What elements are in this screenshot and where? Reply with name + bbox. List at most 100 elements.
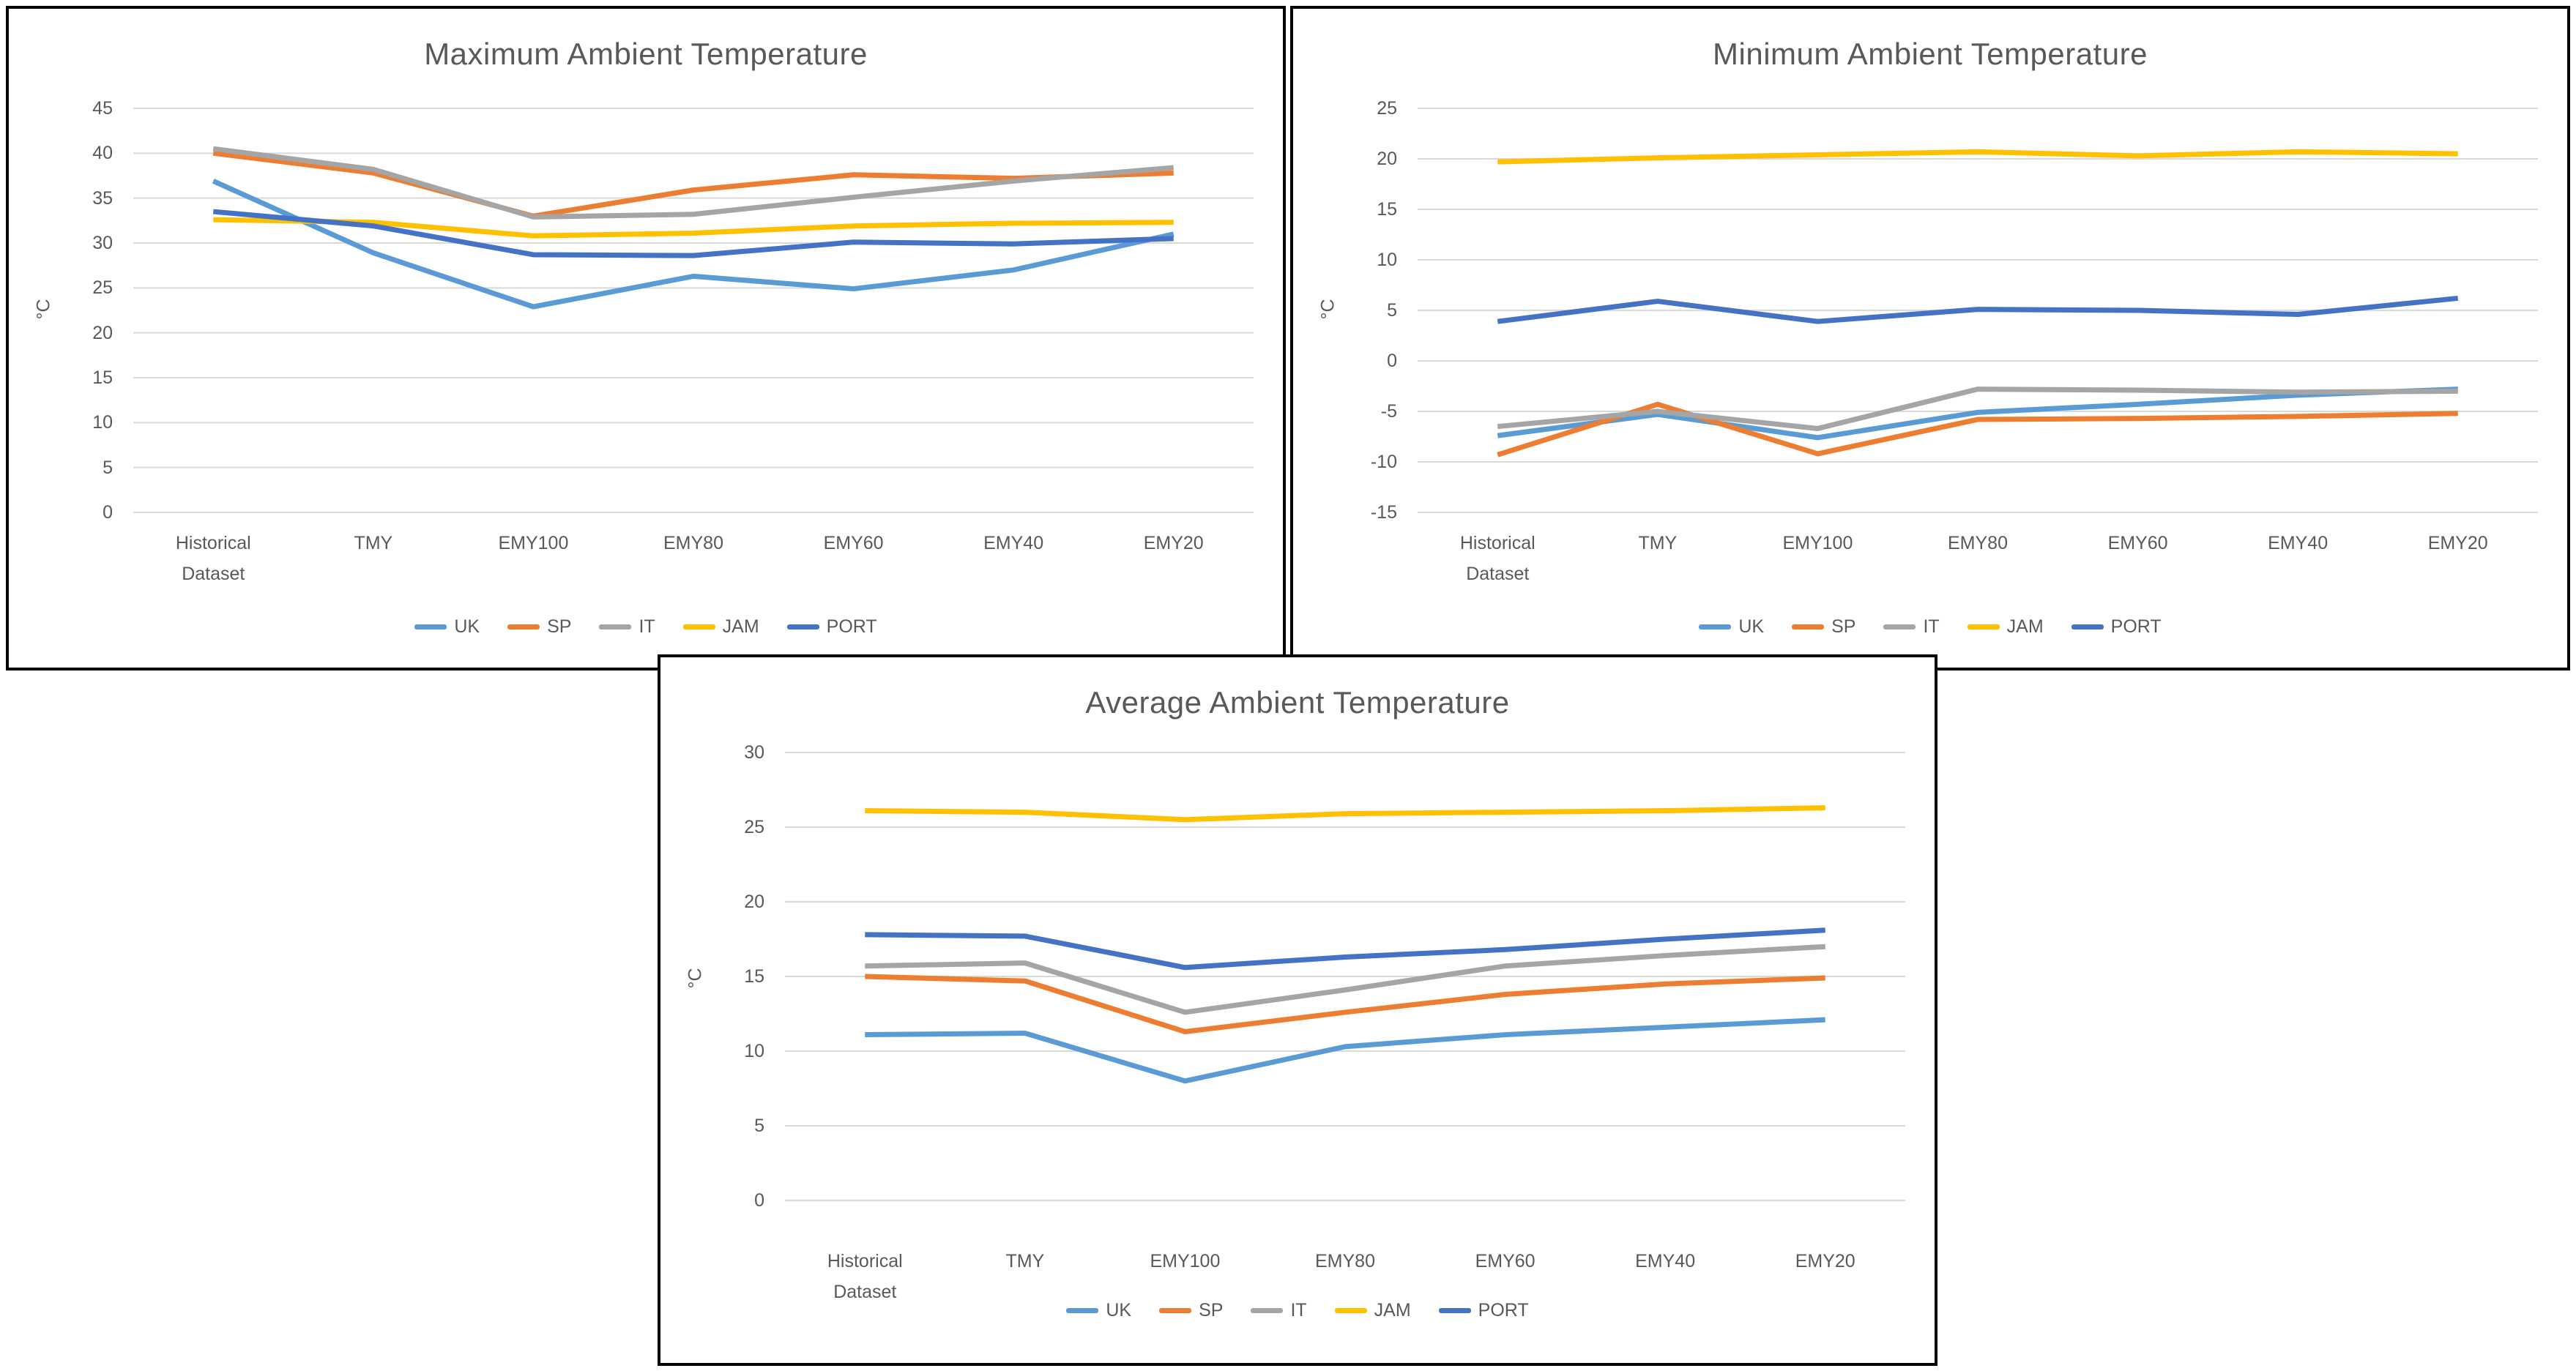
legend-label: JAM xyxy=(2006,616,2044,637)
x-category-label: TMY xyxy=(1005,1251,1045,1271)
chart-title: Maximum Ambient Temperature xyxy=(424,37,868,71)
plot-svg xyxy=(133,108,1254,513)
y-tick-label: 10 xyxy=(744,1041,764,1061)
y-tick-label: -10 xyxy=(1370,452,1397,472)
x-category-label: EMY100 xyxy=(1782,533,1853,553)
chart-maximum-ambient-temperature: Maximum Ambient Temperature °C 45 40 35 30 2… xyxy=(6,6,1286,670)
y-tick-label: 20 xyxy=(1377,149,1397,169)
legend-line-swatch-JAM xyxy=(1334,1308,1367,1313)
x-category-label: Historical Dataset xyxy=(1459,533,1535,584)
legend-label: SP xyxy=(547,616,572,637)
legend-line-swatch-JAM xyxy=(1967,624,2000,630)
series-line-SP xyxy=(865,974,1825,1034)
legend-line-swatch-UK xyxy=(414,624,447,630)
chart-title: Minimum Ambient Temperature xyxy=(1713,37,2148,71)
plot-svg xyxy=(785,752,1905,1201)
x-category-label: EMY80 xyxy=(1947,533,2008,553)
y-tick-label: -15 xyxy=(1370,502,1397,523)
legend-item-UK: UK xyxy=(1699,616,1764,638)
chart-title: Average Ambient Temperature xyxy=(1085,685,1510,720)
series-line-IT xyxy=(865,944,1825,1015)
y-tick-label: 0 xyxy=(103,502,113,523)
legend-label: SP xyxy=(1831,616,1856,637)
legend-item-JAM: JAM xyxy=(1334,1300,1411,1321)
x-category-label: TMY xyxy=(1638,533,1678,553)
x-category-label: Historical Dataset xyxy=(827,1251,903,1302)
legend-item-JAM: JAM xyxy=(1967,616,2044,638)
y-tick-label: 5 xyxy=(1387,300,1397,321)
series-line-PORT xyxy=(865,927,1825,971)
legend-label: PORT xyxy=(2110,616,2162,637)
x-category-label: EMY80 xyxy=(1314,1251,1375,1271)
x-category-label: EMY80 xyxy=(663,533,723,553)
series-line-SP xyxy=(212,150,1174,219)
x-category-label: Historical Dataset xyxy=(175,533,251,584)
legend-line-swatch-PORT xyxy=(1438,1308,1471,1313)
series-line-IT xyxy=(1497,386,2458,431)
legend-label: PORT xyxy=(1478,1300,1529,1320)
y-tick-label: 15 xyxy=(744,966,764,987)
x-category-label: EMY20 xyxy=(1143,533,1204,553)
x-category-label: EMY100 xyxy=(1150,1251,1221,1271)
y-tick-label: 30 xyxy=(744,742,764,763)
y-tick-label: 25 xyxy=(744,817,764,837)
x-category-label: EMY40 xyxy=(1635,1251,1696,1271)
series-line-UK xyxy=(212,179,1175,310)
legend-line-swatch-UK xyxy=(1699,624,1732,630)
y-tick-label: -5 xyxy=(1380,401,1397,422)
plot-area: 30 25 20 15 10 5 0 Historical Dataset TMY EMY100 E… xyxy=(660,657,1935,1363)
series-line-UK xyxy=(865,1017,1825,1084)
x-category-label: EMY40 xyxy=(2268,533,2329,553)
legend-item-UK: UK xyxy=(1066,1300,1131,1321)
y-tick-label: 10 xyxy=(92,412,113,433)
series-line-UK xyxy=(1497,386,2458,441)
y-tick-label: 25 xyxy=(92,277,113,299)
legend-label: JAM xyxy=(1374,1300,1411,1320)
legend-item-PORT: PORT xyxy=(1438,1300,1529,1321)
legend-label: SP xyxy=(1199,1300,1224,1320)
plot-area: 45 40 35 30 25 20 15 10 5 0 Historical Dataset TMY E… xyxy=(9,9,1283,668)
legend-label: UK xyxy=(1106,1300,1132,1320)
legend-label: UK xyxy=(454,616,480,637)
plot-area: 25 20 15 10 5 0 -5 -10 -15 Historical Dataset TMY E… xyxy=(1293,9,2567,668)
legend-line-swatch-PORT xyxy=(786,624,819,630)
y-tick-label: 35 xyxy=(92,187,113,209)
legend-item-JAM: JAM xyxy=(682,616,759,638)
x-category-label: EMY60 xyxy=(823,533,884,553)
chart-minimum-ambient-temperature: Minimum Ambient Temperature °C 25 20 15 10 5… xyxy=(1290,6,2570,670)
legend-line-swatch-SP xyxy=(507,624,540,630)
series-line-JAM xyxy=(1497,149,2458,165)
legend-item-PORT: PORT xyxy=(2071,616,2162,638)
plot-svg xyxy=(1418,108,2538,513)
y-tick-label: 10 xyxy=(1377,250,1397,270)
legend-item-UK: UK xyxy=(414,616,480,638)
legend-line-swatch-SP xyxy=(1159,1308,1192,1313)
legend-label: JAM xyxy=(722,616,759,637)
y-tick-label: 15 xyxy=(92,367,113,388)
legend-item-IT: IT xyxy=(1251,1300,1307,1321)
x-category-label: EMY60 xyxy=(2107,533,2168,553)
legend: UK SP IT JAM PORT xyxy=(9,616,1283,638)
y-tick-label: 25 xyxy=(1377,98,1397,119)
legend-line-swatch-UK xyxy=(1066,1308,1099,1313)
legend-line-swatch-IT xyxy=(599,624,632,630)
y-tick-label: 45 xyxy=(92,98,113,119)
x-category-label: EMY100 xyxy=(498,533,569,553)
y-tick-label: 5 xyxy=(103,457,113,478)
legend-label: IT xyxy=(1290,1300,1307,1320)
legend: UK SP IT JAM PORT xyxy=(660,1300,1935,1321)
legend-item-IT: IT xyxy=(1883,616,1940,638)
series-line-PORT xyxy=(212,209,1174,258)
x-category-label: TMY xyxy=(354,533,393,553)
legend-item-PORT: PORT xyxy=(786,616,877,638)
series-line-JAM xyxy=(865,804,1825,823)
legend: UK SP IT JAM PORT xyxy=(1293,616,2567,638)
y-tick-label: 20 xyxy=(744,892,764,912)
legend-line-swatch-SP xyxy=(1792,624,1825,630)
legend-line-swatch-IT xyxy=(1883,624,1916,630)
x-category-label: EMY40 xyxy=(983,533,1044,553)
legend-label: UK xyxy=(1738,616,1765,637)
legend-line-swatch-IT xyxy=(1251,1308,1284,1313)
series-line-JAM xyxy=(213,217,1174,239)
